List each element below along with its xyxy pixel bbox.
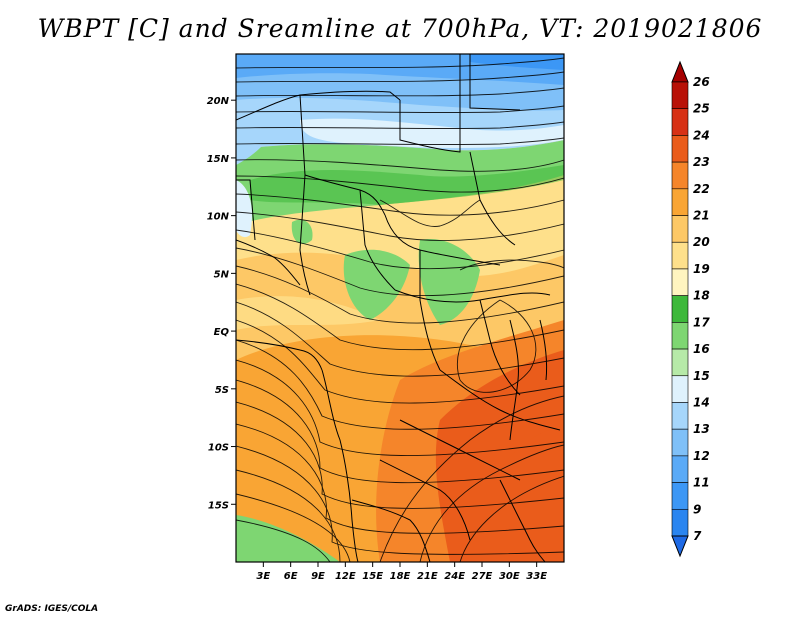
colorbar-level-label: 24 bbox=[693, 128, 710, 142]
longitude-axis: 3E 6E 9E 12E 15E 18E 21E 24E 27E 30E 33E bbox=[256, 562, 547, 582]
colorbar-swatch bbox=[671, 375, 689, 403]
colorbar-level-label: 11 bbox=[693, 476, 710, 490]
lon-tick-label: 12E bbox=[335, 571, 356, 582]
colorbar-swatch bbox=[671, 161, 689, 190]
colorbar-swatch bbox=[671, 241, 689, 270]
country-borders bbox=[236, 54, 561, 562]
lat-tick-label: 5N bbox=[214, 269, 230, 280]
lat-tick-label: 20N bbox=[207, 96, 230, 107]
lon-tick-label: 15E bbox=[362, 571, 383, 582]
lon-tick-label: 24E bbox=[444, 571, 465, 582]
colorbar-level-label: 12 bbox=[693, 449, 710, 463]
lat-tick-label: 5S bbox=[215, 385, 229, 396]
colorbar-swatch bbox=[671, 215, 689, 243]
lon-tick-label: 27E bbox=[472, 571, 493, 582]
colorbar-level-label: 23 bbox=[693, 155, 710, 169]
colorbar-level-label: 15 bbox=[693, 369, 710, 383]
lat-tick-label: EQ bbox=[214, 327, 230, 338]
lon-tick-label: 21E bbox=[417, 571, 438, 582]
colorbar-level-label: 17 bbox=[693, 315, 710, 329]
lon-tick-label: 33E bbox=[526, 571, 547, 582]
plot-title: WBPT [C] and Sreamline at 700hPa, VT: 20… bbox=[37, 14, 763, 43]
colorbar-swatch bbox=[671, 135, 689, 163]
colorbar-swatch bbox=[671, 455, 689, 483]
colorbar-level-label: 9 bbox=[693, 502, 701, 516]
colorbar-swatch bbox=[671, 508, 689, 537]
colorbar-level-label: 21 bbox=[693, 209, 710, 223]
colorbar-swatch bbox=[671, 108, 689, 136]
colorbar: 26 25 24 23 22 21 20 19 18 17 16 15 14 13 12 11 9 7 bbox=[671, 60, 710, 558]
colorbar-level-label: 14 bbox=[693, 395, 710, 409]
colorbar-level-label: 26 bbox=[693, 75, 710, 89]
colorbar-level-label: 19 bbox=[693, 262, 710, 276]
colorbar-level-label: 7 bbox=[693, 529, 702, 543]
colorbar-swatch bbox=[671, 322, 689, 350]
colorbar-swatch bbox=[671, 295, 689, 323]
colorbar-min-arrow bbox=[671, 535, 689, 558]
colorbar-swatch bbox=[671, 402, 689, 430]
lon-tick-label: 6E bbox=[284, 571, 298, 582]
colorbar-swatch bbox=[671, 428, 689, 457]
latitude-axis: 20N 15N 10N 5N EQ 5S 10S 15S bbox=[207, 96, 236, 511]
lat-tick-label: 10N bbox=[207, 212, 230, 223]
colorbar-level-label: 25 bbox=[693, 102, 710, 116]
colorbar-level-label: 22 bbox=[693, 182, 710, 196]
lon-tick-label: 18E bbox=[390, 571, 411, 582]
colorbar-level-label: 20 bbox=[693, 235, 710, 249]
colorbar-swatch bbox=[671, 482, 689, 510]
lon-tick-label: 3E bbox=[256, 571, 270, 582]
colorbar-swatch bbox=[671, 268, 689, 296]
lat-tick-label: 15S bbox=[208, 500, 229, 511]
lat-tick-label: 15N bbox=[207, 154, 230, 165]
colorbar-swatch bbox=[671, 348, 689, 377]
colorbar-level-label: 13 bbox=[693, 422, 710, 436]
lat-tick-label: 10S bbox=[208, 443, 229, 454]
colorbar-max-arrow bbox=[671, 60, 689, 83]
lon-tick-label: 9E bbox=[311, 571, 325, 582]
colorbar-level-label: 18 bbox=[693, 289, 710, 303]
streamlines bbox=[236, 57, 564, 562]
colorbar-swatch bbox=[671, 81, 689, 110]
lon-tick-label: 30E bbox=[499, 571, 520, 582]
colorbar-swatch bbox=[671, 188, 689, 216]
grads-credit: GrADS: IGES/COLA bbox=[5, 604, 99, 614]
colorbar-level-label: 16 bbox=[693, 342, 710, 356]
